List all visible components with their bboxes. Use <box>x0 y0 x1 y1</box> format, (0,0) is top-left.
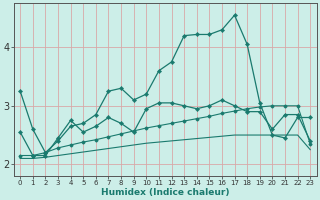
X-axis label: Humidex (Indice chaleur): Humidex (Indice chaleur) <box>101 188 229 197</box>
